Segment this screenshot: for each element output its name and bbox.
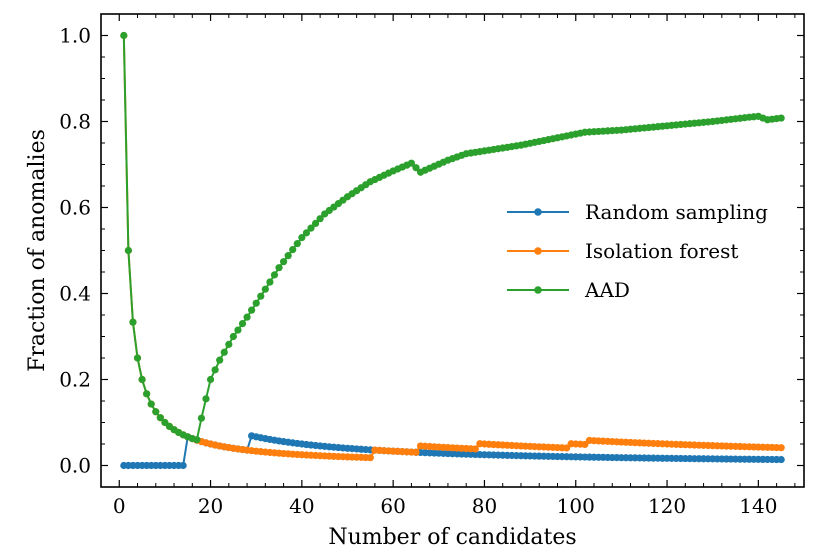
aad-point [211,366,219,374]
x-tick-label: 100 [557,494,595,518]
aad-point [252,299,260,307]
x-tick-label: 140 [739,494,777,518]
aad-point [266,278,274,286]
isolation-forest-point [412,448,420,456]
aad-point [302,229,311,237]
aad-point [152,408,160,416]
aad-point [220,348,228,356]
aad-point [293,240,301,248]
random-sampling-legend-label: Random sampling [585,200,768,224]
ticks-layer: 0 20 40 60 80 100 120 140 0.0 0.2 0.4 0.6 0.8 1.0 [59,13,804,518]
isolation-forest-point [366,454,374,462]
aad-series [120,31,785,444]
random-sampling-point [179,461,187,470]
x-axis-label: Number of candidates [328,525,576,550]
aad-point [275,264,283,272]
aad-point [225,340,233,348]
aad-point [238,320,247,328]
aad-point [243,313,251,321]
isolation-forest-point [777,444,785,452]
legend: Random sampling Isolation forest AAD [507,200,768,302]
isolation-forest-legend-marker [534,247,542,255]
isolation-forest-point [471,445,479,453]
aad-point [284,252,292,260]
y-tick-label: 1.0 [59,24,91,48]
aad-point [307,224,315,232]
aad-point [147,400,155,408]
aad-point [129,318,137,326]
x-tick-label: 20 [198,494,223,518]
aad-point [248,306,256,314]
aad-point [120,31,128,40]
aad-point [289,246,297,254]
random-sampling-series [120,432,785,470]
aad-point [234,326,242,334]
aad-point [270,271,279,279]
x-tick-label: 80 [472,494,497,518]
aad-point [777,114,785,122]
aad-point [412,164,420,172]
aad-point [197,414,206,422]
aad-point [202,395,210,403]
aad-point [216,356,224,364]
series-layer [120,31,785,470]
aad-line [122,35,782,441]
aad-point [407,159,416,167]
aad-legend-label: AAD [584,278,630,302]
random-sampling-legend-marker [534,208,542,216]
x-tick-label: 40 [289,494,314,518]
x-tick-label: 60 [380,494,405,518]
isolation-forest-point [563,444,571,452]
aad-point [229,332,237,341]
aad-point [257,292,265,300]
aad-legend-marker [534,286,542,294]
aad-point [261,285,269,293]
random-sampling-point [777,455,785,464]
aad-point [143,390,151,398]
aad-point [316,215,324,223]
aad-point [206,375,215,384]
y-tick-label: 0.2 [59,368,91,392]
y-tick-label: 0.0 [59,454,91,478]
aad-point [280,258,288,266]
x-tick-label: 0 [113,494,126,518]
aad-point [193,436,201,444]
y-tick-label: 0.8 [59,110,91,134]
aad-point [298,234,306,242]
aad-point [311,219,320,228]
aad-point [133,354,142,362]
aad-point [156,414,164,422]
y-axis-label: Fraction of anomalies [25,129,50,372]
y-tick-label: 0.6 [59,196,91,220]
isolation-forest-legend-label: Isolation forest [585,239,738,263]
y-tick-label: 0.4 [59,282,91,306]
aad-point [124,246,132,255]
x-tick-label: 120 [648,494,686,518]
aad-point [138,375,146,384]
